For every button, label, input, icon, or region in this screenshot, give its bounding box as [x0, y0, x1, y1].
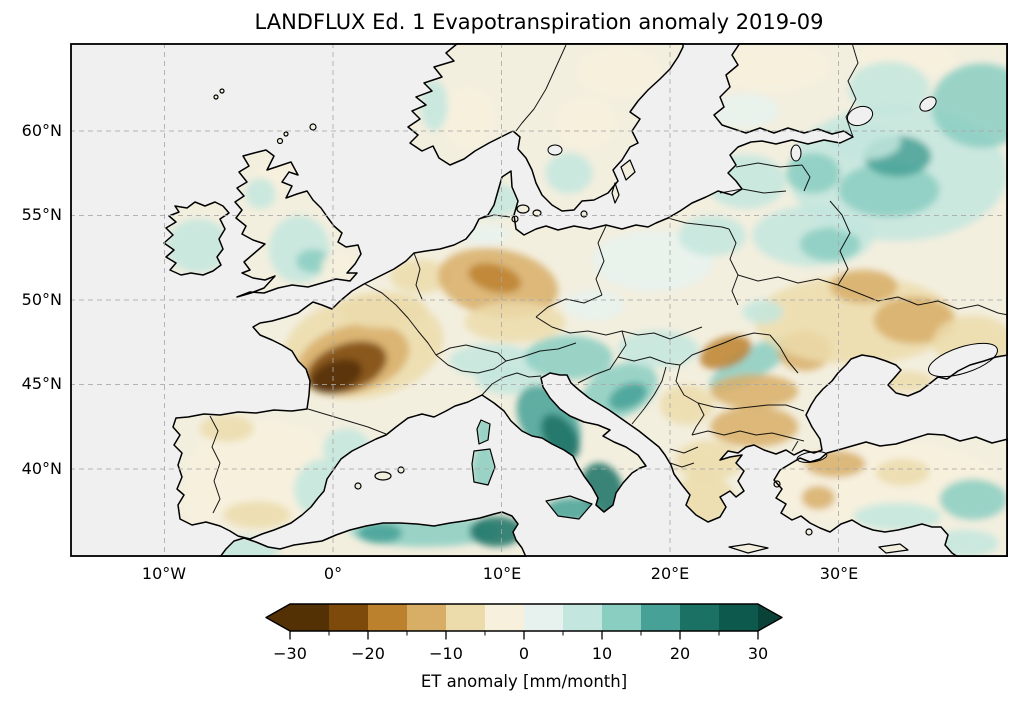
anomaly-region — [468, 263, 522, 293]
colorbar-tick-label: 0 — [519, 644, 529, 663]
colorbar-canvas: −30 −20 −10 0 10 20 30 ET anomaly [mm/month] — [265, 603, 783, 691]
graticule-layer — [70, 43, 1008, 557]
colorbar-segment — [719, 604, 759, 631]
anomaly-region — [469, 516, 524, 547]
anomaly-region — [555, 97, 617, 148]
anomaly-region — [525, 335, 613, 380]
anomaly-region — [675, 440, 743, 481]
anomaly-region — [699, 335, 752, 370]
anomaly-region — [245, 178, 276, 209]
anomaly-region — [617, 330, 699, 368]
anomaly-region — [464, 301, 566, 343]
colorbar-label: ET anomaly [mm/month] — [421, 672, 627, 691]
colorbar-under-arrow — [266, 604, 290, 631]
map-canvas — [70, 43, 1008, 557]
anomaly-region — [742, 300, 783, 324]
x-tick-10w: 10°W — [141, 564, 187, 583]
colorbar-tick-label: −20 — [351, 644, 385, 663]
colorbar-over-arrow — [758, 604, 782, 631]
anomaly-region — [181, 474, 222, 525]
colorbar-segments — [266, 604, 782, 631]
anomaly-region — [545, 152, 593, 194]
axes-frame — [70, 43, 1008, 557]
colorbar-tick-label: 30 — [748, 644, 768, 663]
y-tick-50n: 50°N — [21, 290, 62, 309]
country-borders-layer — [209, 43, 1008, 514]
colorbar-segment — [290, 604, 330, 631]
colorbar-segment — [329, 604, 369, 631]
anomaly-region — [710, 374, 799, 409]
anomaly-region — [875, 458, 930, 486]
colorbar-segment — [368, 604, 408, 631]
x-tick-10e: 10°E — [482, 564, 522, 583]
anomaly-region — [786, 152, 841, 194]
x-tick-30e: 30°E — [819, 564, 859, 583]
anomaly-region — [801, 485, 836, 510]
anomaly-region — [799, 227, 861, 262]
anomaly-region — [358, 523, 403, 544]
anomaly-region — [853, 502, 942, 530]
colorbar-segment — [485, 604, 525, 631]
lakes-layer — [547, 96, 998, 463]
x-tick-20e: 20°E — [650, 564, 690, 583]
anomaly-region — [678, 215, 746, 257]
colorbar-tick-label: 20 — [670, 644, 690, 663]
y-tick-60n: 60°N — [21, 121, 62, 140]
anomaly-region — [268, 215, 330, 284]
anomaly-region — [339, 291, 428, 329]
lake-onega — [919, 96, 937, 112]
y-tick-55n: 55°N — [21, 205, 62, 224]
anomaly-region — [712, 93, 780, 128]
colorbar-ticks — [289, 631, 759, 640]
anomaly-region — [830, 269, 898, 304]
anomaly-region — [440, 87, 495, 148]
colorbar-tick-label: 10 — [592, 644, 612, 663]
anomaly-region — [577, 46, 662, 98]
colorbar-segment — [602, 604, 642, 631]
anomaly-region — [295, 249, 330, 273]
colorbar-tick-labels: −30 −20 −10 0 10 20 30 — [273, 644, 768, 663]
anomaly-region — [939, 479, 1007, 520]
anomaly-region — [563, 289, 625, 321]
colorbar-segment — [680, 604, 720, 631]
colorbar-segment — [563, 604, 603, 631]
y-tick-45n: 45°N — [21, 374, 62, 393]
colorbar: −30 −20 −10 0 10 20 30 ET anomaly [mm/month] — [240, 597, 810, 705]
anomaly-region — [873, 296, 955, 344]
anomaly-region — [608, 382, 647, 411]
colorbar-segment — [446, 604, 486, 631]
anomaly-region — [713, 43, 829, 93]
colorbar-tick-label: −10 — [429, 644, 463, 663]
colorbar-tick-label: −30 — [273, 644, 307, 663]
anomaly-region — [390, 259, 451, 294]
anomaly-region — [223, 501, 291, 529]
anomaly-region — [848, 61, 930, 116]
anomaly-region — [659, 384, 714, 426]
anomaly-region — [710, 406, 799, 448]
colorbar-segment — [407, 604, 447, 631]
map-axes — [70, 43, 1008, 557]
colorbar-segment — [524, 604, 564, 631]
anomaly-region — [199, 414, 254, 442]
lake-peipus — [790, 144, 802, 162]
lake-vanern — [547, 144, 563, 156]
colorbar-segment — [641, 604, 681, 631]
anomaly-region — [166, 218, 231, 273]
sea-of-azov — [928, 342, 998, 378]
x-tick-0: 0° — [323, 564, 343, 583]
anomaly-region — [838, 163, 940, 218]
chart-title: LANDFLUX Ed. 1 Evapotranspiration anomal… — [254, 10, 824, 34]
lake-ladoga — [846, 105, 874, 127]
y-tick-40n: 40°N — [21, 459, 62, 478]
anomaly-region — [321, 252, 355, 280]
